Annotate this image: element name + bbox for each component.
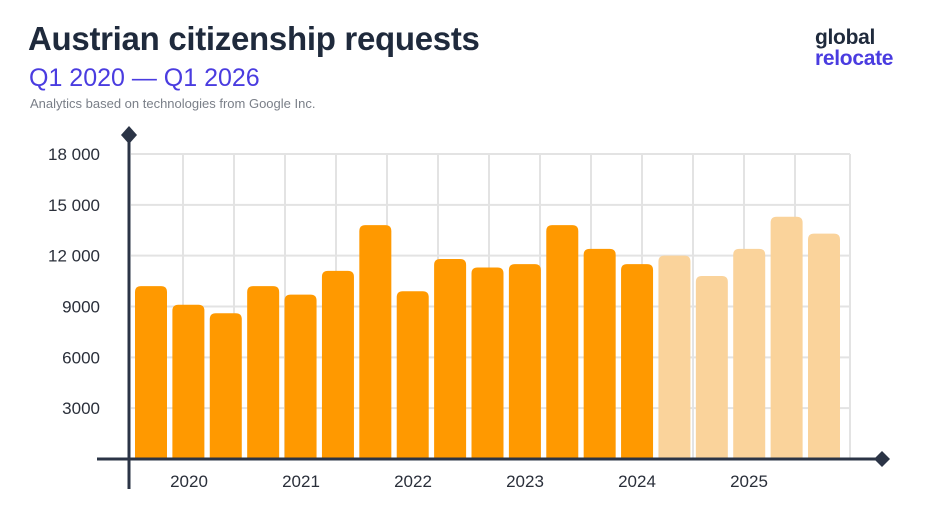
y-tick-label: 12 000 (48, 247, 100, 266)
bar-lighter (695, 276, 728, 459)
bar-lighter (808, 233, 840, 459)
x-year-label: 2021 (282, 472, 320, 491)
bar-actual (434, 259, 467, 459)
bar-actual (321, 270, 354, 459)
bar-actual (359, 225, 392, 459)
bar-actual (247, 286, 280, 459)
bar-actual (583, 248, 616, 459)
source-note: Analytics based on technologies from Goo… (30, 96, 316, 111)
bar-actual (209, 313, 242, 459)
bar-actual (135, 286, 167, 459)
chart-subtitle: Q1 2020 — Q1 2026 (29, 64, 260, 92)
bar-actual (396, 291, 429, 459)
bar-actual (508, 264, 541, 459)
bar-actual (546, 225, 579, 459)
y-tick-label: 9000 (62, 298, 100, 317)
bar-actual (284, 294, 317, 459)
y-tick-label: 15 000 (48, 196, 100, 215)
brand-logo: global relocate (815, 27, 893, 69)
y-tick-labels: 3000 6000 9000 12 000 15 000 18 000 (48, 145, 100, 418)
bar-actual (172, 304, 205, 459)
x-year-label: 2020 (170, 472, 208, 491)
y-tick-label: 18 000 (48, 145, 100, 164)
x-year-label: 2023 (506, 472, 544, 491)
bar-lighter (733, 248, 766, 459)
y-axis-arrow (121, 126, 137, 144)
brand-logo-line2: relocate (815, 47, 894, 70)
x-year-label: 2024 (618, 472, 656, 491)
x-axis-arrow (874, 451, 890, 467)
y-tick-label: 3000 (62, 399, 100, 418)
bar-actual (471, 267, 504, 459)
axes (97, 126, 890, 489)
y-tick-label: 6000 (62, 348, 100, 367)
brand-logo-line1: global (815, 26, 876, 49)
bars (135, 216, 840, 459)
bar-actual (621, 264, 654, 459)
chart-title: Austrian citizenship requests (28, 20, 480, 57)
x-tick-labels: 2020 2021 2022 2023 2024 2025 (170, 472, 768, 491)
x-year-label: 2022 (394, 472, 432, 491)
bar-lighter (770, 216, 803, 459)
x-year-label: 2025 (730, 472, 768, 491)
bar-lighter (658, 255, 691, 459)
